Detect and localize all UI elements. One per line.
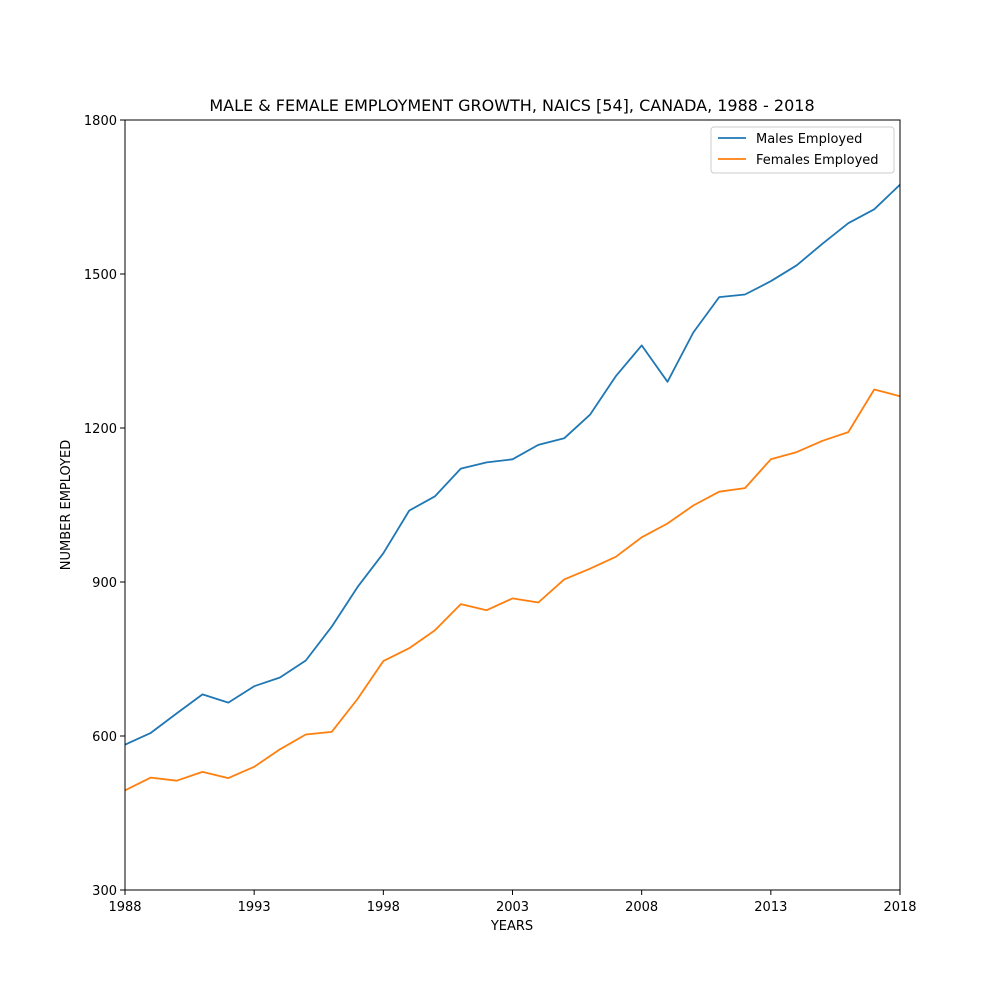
x-tick-label: 2003: [496, 900, 529, 915]
legend-entries: Males Employed Females Employed: [718, 132, 879, 168]
y-tick-label: 600: [92, 730, 117, 745]
y-tick-label: 1500: [84, 268, 117, 283]
y-axis-title: NUMBER EMPLOYED: [59, 440, 74, 571]
x-axis-title: YEARS: [490, 919, 533, 934]
x-axis: 1988 1993 1998 2003 2008 2013 2018: [108, 890, 917, 915]
y-axis: 300 600 900 1200 1500 1800: [84, 114, 125, 899]
y-tick-label: 1800: [84, 114, 117, 129]
y-tick-label: 900: [92, 576, 117, 591]
chart-title: MALE & FEMALE EMPLOYMENT GROWTH, NAICS […: [209, 96, 814, 115]
x-tick-label: 2018: [883, 900, 916, 915]
series-line-males: [124, 184, 901, 746]
x-tick-label: 2008: [625, 900, 658, 915]
x-tick-label: 1998: [367, 900, 400, 915]
y-tick-label: 300: [92, 884, 117, 899]
series-line-females: [124, 388, 901, 792]
legend-label: Males Employed: [756, 132, 862, 147]
x-tick-label: 1988: [108, 900, 141, 915]
series-layer: [124, 184, 901, 792]
legend-label: Females Employed: [756, 153, 879, 168]
x-tick-label: 2013: [754, 900, 787, 915]
y-tick-label: 1200: [84, 422, 117, 437]
legend-box: [710, 126, 895, 174]
x-tick-label: 1993: [238, 900, 271, 915]
legend: Males Employed Females Employed: [710, 126, 895, 174]
